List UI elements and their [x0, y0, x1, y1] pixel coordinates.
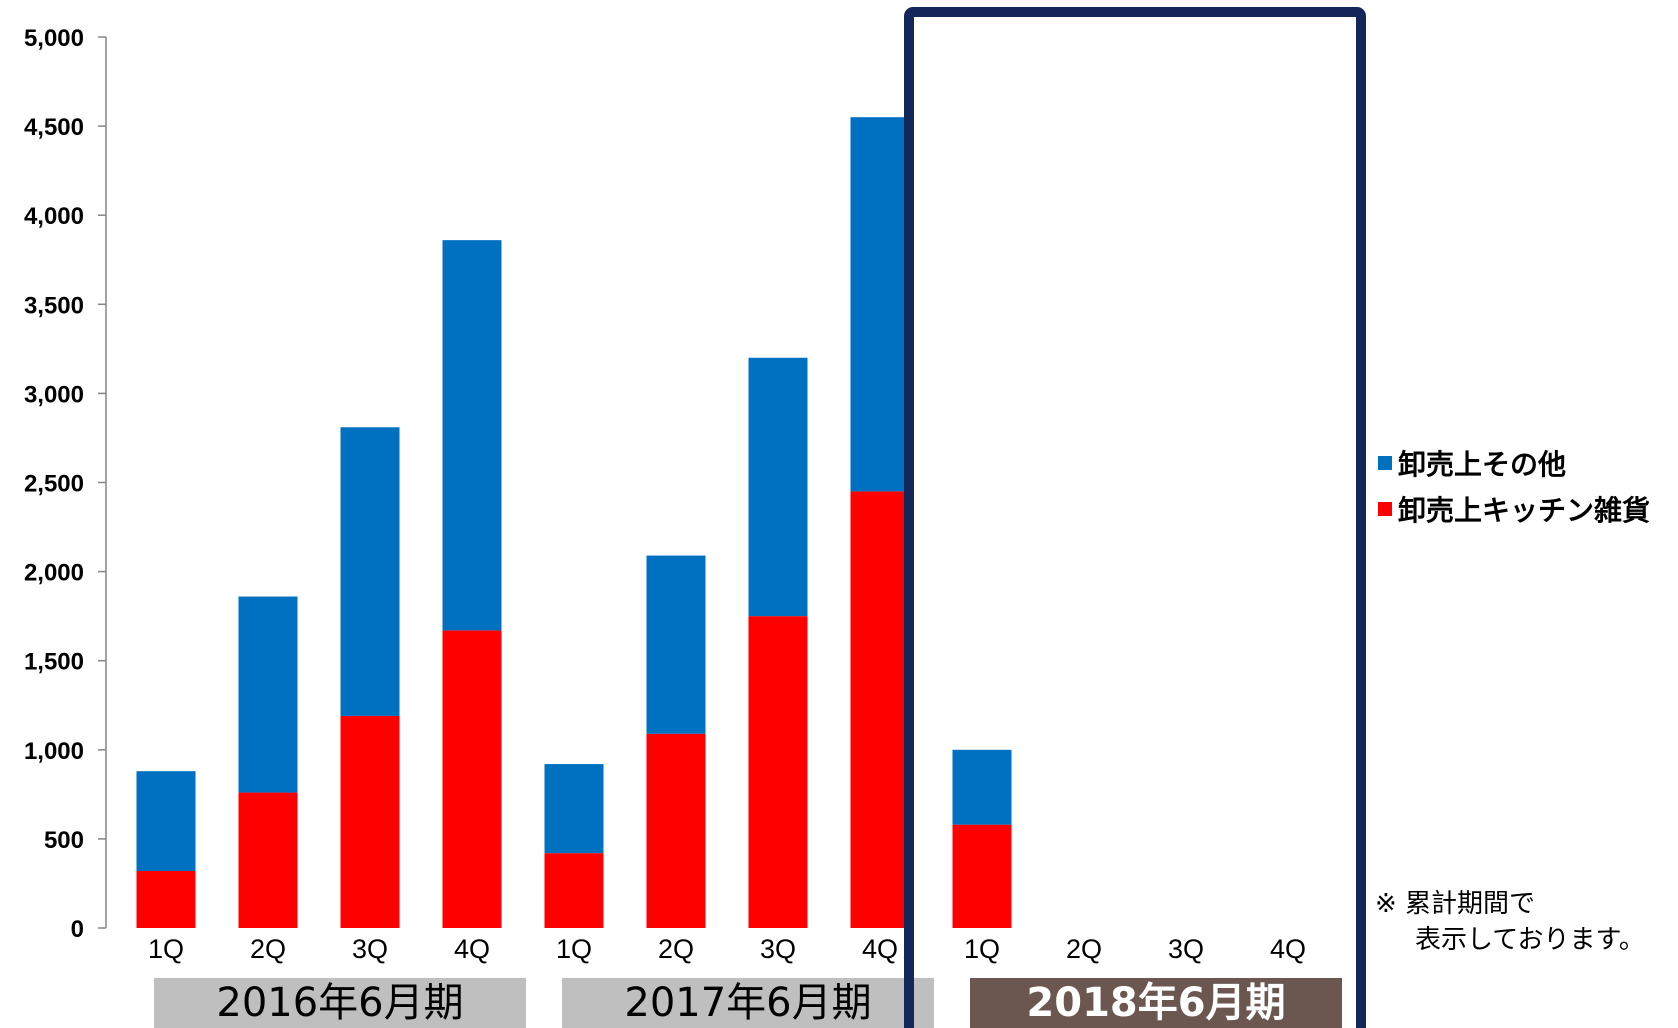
x-tick-label: 2Q	[658, 934, 694, 964]
bar-segment	[850, 491, 910, 928]
x-tick-label: 4Q	[1270, 934, 1306, 964]
x-tick-label: 2Q	[250, 934, 286, 964]
bar-segment	[340, 715, 400, 928]
x-tick-label: 4Q	[454, 934, 490, 964]
bar-segment	[238, 596, 298, 793]
x-tick-label: 2Q	[1066, 934, 1102, 964]
bar-segment	[952, 749, 1012, 825]
y-tick-label: 500	[44, 827, 84, 854]
group-labels: 2016年6月期 2017年6月期 2018年6月期	[154, 978, 1342, 1028]
x-tick-label: 1Q	[964, 934, 1000, 964]
legend-item-kitchen: 卸売上キッチン雑貨	[1378, 486, 1650, 532]
bar-segment	[238, 792, 298, 928]
bar-segment	[850, 117, 910, 492]
x-tick-labels: 1Q 2Q 3Q 4Q 1Q 2Q 3Q 4Q 1Q 2Q 3Q 4Q	[148, 934, 1306, 964]
footnote-line-1: ※ 累計期間で	[1375, 889, 1536, 919]
bar-segment	[952, 824, 1012, 928]
group-label-box	[970, 978, 1342, 1028]
y-tick-label: 3,500	[24, 292, 84, 319]
x-tick-label: 3Q	[760, 934, 796, 964]
bar-segment	[340, 427, 400, 716]
bar-segment	[136, 870, 196, 928]
group-label-box	[562, 978, 934, 1028]
bar-segment	[136, 771, 196, 871]
y-tick-label: 1,000	[24, 738, 84, 765]
legend: 卸売上その他 卸売上キッチン雑貨	[1378, 440, 1650, 532]
legend-item-other: 卸売上その他	[1378, 440, 1650, 486]
bar-segment	[646, 733, 706, 928]
y-tick-label: 0	[71, 916, 84, 943]
bar-segment	[748, 357, 808, 617]
bar-segment	[646, 555, 706, 734]
bar-segment	[442, 240, 502, 631]
y-tick-label: 2,000	[24, 560, 84, 587]
group-label: 2017年6月期	[624, 980, 871, 1026]
bar-segment	[544, 764, 604, 854]
bar-segment	[544, 853, 604, 928]
y-tick-label: 2,500	[24, 471, 84, 498]
group-label-box	[154, 978, 526, 1028]
y-tick-label: 1,500	[24, 649, 84, 676]
y-tick-label: 4,000	[24, 203, 84, 230]
x-tick-label: 1Q	[556, 934, 592, 964]
x-tick-label: 4Q	[862, 934, 898, 964]
bar-segment	[748, 616, 808, 928]
legend-label-kitchen: 卸売上キッチン雑貨	[1398, 494, 1651, 527]
y-tick-label: 3,000	[24, 381, 84, 408]
group-label: 2016年6月期	[216, 980, 463, 1026]
bars-layer	[136, 117, 1012, 928]
bar-segment	[442, 630, 502, 928]
y-tick-label: 4,500	[24, 114, 84, 141]
y-tick-label: 5,000	[24, 25, 84, 52]
legend-swatch-other	[1378, 456, 1392, 470]
footnote-line-2: 表示しております。	[1415, 925, 1645, 955]
group-label: 2018年6月期	[1026, 980, 1285, 1026]
axis-layer: 0 500 1,000 1,500 2,000 2,500 3,000 3,500 4,000 4…	[24, 25, 107, 943]
x-tick-label: 3Q	[352, 934, 388, 964]
highlight-frame	[904, 7, 1366, 1028]
legend-swatch-kitchen	[1378, 502, 1392, 516]
x-tick-label: 3Q	[1168, 934, 1204, 964]
footnote: ※ 累計期間で 表示しております。	[1375, 886, 1645, 958]
x-tick-label: 1Q	[148, 934, 184, 964]
legend-label-other: 卸売上その他	[1398, 448, 1567, 481]
